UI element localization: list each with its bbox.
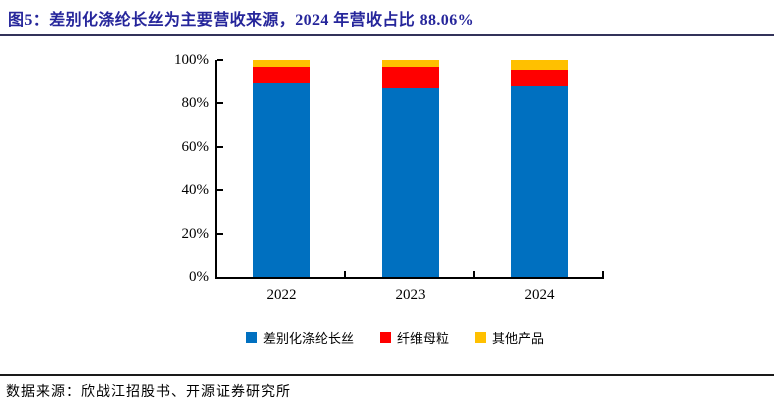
legend-swatch [475, 332, 486, 343]
title-divider [0, 34, 774, 36]
legend: 差别化涤纶长丝 纤维母粒 其他产品 [100, 328, 690, 347]
bar-segment [511, 85, 568, 277]
x-tick-label: 2024 [524, 287, 555, 303]
data-source-note: 数据来源：欣战江招股书、开源证券研究所 [6, 385, 291, 400]
figure-title: 图5：差别化涤纶长丝为主要营收来源，2024 年营收占比 88.06% [8, 12, 475, 29]
bar-segment [511, 69, 568, 86]
legend-label: 差别化涤纶长丝 [262, 331, 354, 346]
y-tick-label: 60% [181, 138, 210, 155]
x-tick [602, 271, 604, 277]
legend-swatch [379, 332, 391, 343]
bar-segment [253, 66, 310, 83]
y-tick [217, 189, 223, 192]
x-tick-label: 2022 [266, 287, 297, 303]
footer-divider [0, 374, 774, 376]
x-tick [473, 271, 475, 277]
legend-swatch [245, 332, 257, 343]
y-tick [217, 102, 223, 105]
x-axis-line [215, 277, 604, 279]
y-tick [217, 232, 223, 235]
y-tick-label: 100% [174, 52, 209, 68]
x-tick [344, 271, 346, 277]
bar-segment [511, 60, 568, 70]
y-tick-label: 0% [189, 269, 209, 285]
y-tick [217, 145, 223, 148]
bar-segment [382, 87, 439, 277]
legend-item: 纤维母粒 [379, 328, 449, 347]
y-tick-label: 40% [181, 182, 210, 199]
bar-segment [253, 83, 310, 277]
bar-segment [382, 60, 439, 67]
legend-label: 其他产品 [492, 331, 545, 346]
bar-segment [382, 66, 439, 88]
legend-item: 差别化涤纶长丝 [245, 328, 354, 347]
x-tick-label: 2023 [395, 287, 426, 303]
bar-segment [253, 60, 310, 67]
y-axis-line [215, 60, 217, 279]
y-tick [217, 59, 223, 61]
legend-label: 纤维母粒 [396, 331, 449, 346]
legend-item: 其他产品 [475, 328, 544, 347]
y-tick-label: 20% [181, 225, 210, 242]
y-tick-label: 80% [181, 95, 210, 112]
